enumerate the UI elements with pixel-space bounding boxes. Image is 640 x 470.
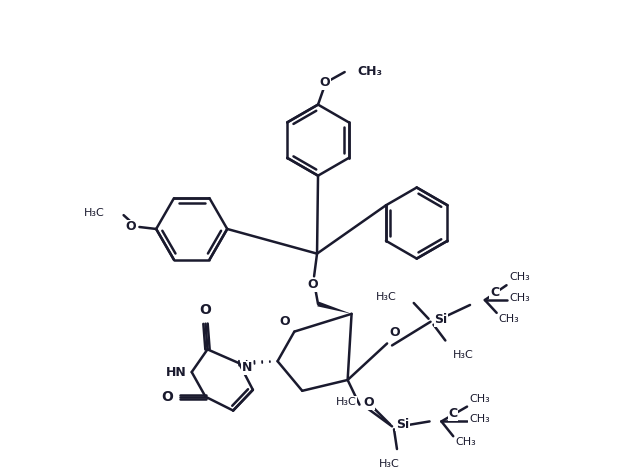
Polygon shape <box>317 302 351 314</box>
Text: H₃C: H₃C <box>379 459 399 469</box>
Text: CH₃: CH₃ <box>509 272 530 282</box>
Text: O: O <box>200 303 211 317</box>
Text: H₃C: H₃C <box>453 350 474 360</box>
Text: CH₃: CH₃ <box>509 293 530 303</box>
Text: C: C <box>490 286 499 298</box>
Text: CH₃: CH₃ <box>469 415 490 424</box>
Text: O: O <box>280 314 291 328</box>
Text: H₃C: H₃C <box>336 397 356 407</box>
Text: O: O <box>319 77 330 89</box>
Text: C: C <box>449 407 458 420</box>
Text: CH₃: CH₃ <box>358 64 383 78</box>
Text: H₃C: H₃C <box>84 208 105 218</box>
Text: CH₃: CH₃ <box>455 437 476 447</box>
Text: HN: HN <box>166 366 187 378</box>
Text: Si: Si <box>435 313 447 326</box>
Text: O: O <box>364 396 374 409</box>
Text: O: O <box>161 390 173 404</box>
Text: O: O <box>389 326 400 338</box>
Text: N: N <box>242 361 252 374</box>
Text: H₃C: H₃C <box>376 292 397 302</box>
Text: O: O <box>308 278 319 291</box>
Text: CH₃: CH₃ <box>499 314 520 324</box>
Text: CH₃: CH₃ <box>469 394 490 404</box>
Text: O: O <box>126 220 136 234</box>
Text: Si: Si <box>396 418 409 431</box>
